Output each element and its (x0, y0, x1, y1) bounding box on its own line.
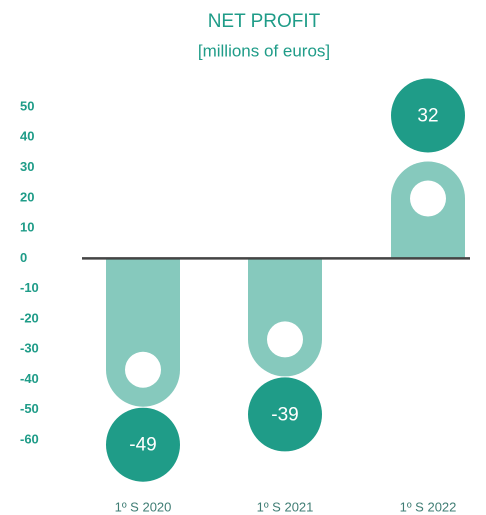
y-tick-label: 30 (20, 159, 34, 174)
y-tick-label: 20 (20, 189, 34, 204)
chart-title: NET PROFIT (208, 11, 321, 32)
bar-hole (125, 351, 161, 388)
value-badge (106, 407, 180, 482)
y-tick-label: -50 (20, 401, 39, 416)
chart-subtitle: [millions of euros] (198, 41, 330, 60)
y-tick-label: -10 (20, 280, 39, 295)
y-tick-label: -20 (20, 310, 39, 325)
bar (248, 258, 322, 377)
y-tick-label: 50 (20, 98, 34, 113)
y-tick-label: -60 (20, 431, 39, 446)
y-tick-label: 40 (20, 129, 34, 144)
value-badge (248, 377, 322, 452)
value-label: -39 (271, 404, 298, 425)
bar (106, 258, 180, 407)
y-tick-label: -30 (20, 341, 39, 356)
bar-hole (267, 321, 303, 358)
value-badge (391, 78, 465, 153)
y-tick-label: 0 (20, 250, 27, 265)
x-tick-label: 1º S 2021 (257, 499, 314, 514)
value-label: -49 (129, 435, 156, 456)
x-tick-label: 1º S 2020 (115, 499, 172, 514)
y-tick-label: 10 (20, 220, 34, 235)
x-tick-label: 1º S 2022 (400, 499, 457, 514)
value-label: 32 (417, 106, 438, 127)
y-tick-label: -40 (20, 371, 39, 386)
bar-hole (410, 180, 446, 217)
